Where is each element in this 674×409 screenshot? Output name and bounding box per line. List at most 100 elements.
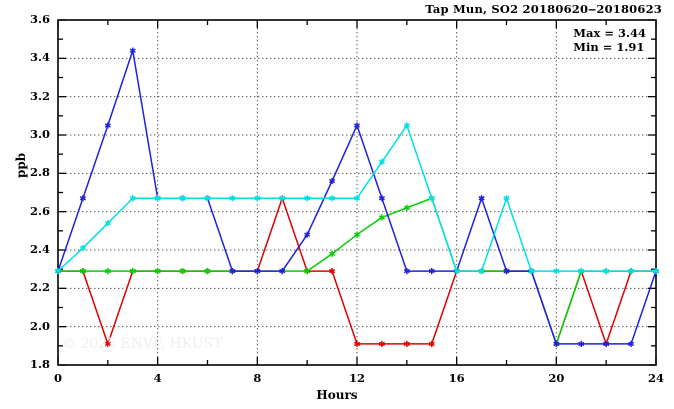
marker-stroke [453, 268, 460, 274]
y-tick-label: 2.6 [29, 203, 50, 218]
marker-stroke [628, 268, 635, 274]
data-point-marker [304, 195, 311, 202]
y-tick-label: 1.8 [29, 357, 50, 371]
marker-stroke [652, 268, 660, 274]
marker-stroke [503, 196, 510, 201]
data-point-marker [204, 195, 211, 202]
data-point-marker [378, 340, 385, 348]
y-tick-label: 2.8 [29, 165, 50, 180]
data-point-marker [428, 195, 435, 202]
x-tick-label: 12 [348, 371, 365, 385]
y-tick-label: 2.0 [29, 318, 50, 333]
data-point-marker [578, 267, 585, 275]
data-point-marker [403, 122, 410, 129]
data-point-marker [329, 195, 336, 202]
marker-stroke [428, 268, 435, 274]
data-point-marker [403, 267, 410, 275]
data-point-marker [204, 267, 211, 275]
data-point-marker [353, 195, 361, 202]
marker-stroke [79, 245, 86, 251]
y-tick-label: 3.6 [29, 12, 50, 26]
marker-stroke [378, 215, 385, 220]
marker-stroke [229, 196, 236, 201]
data-point-marker [478, 195, 485, 202]
marker-stroke [304, 268, 311, 274]
data-point-marker [104, 122, 111, 129]
marker-stroke [478, 268, 485, 274]
data-point-marker [428, 267, 435, 275]
data-point-marker [129, 195, 136, 202]
data-point-marker [329, 177, 336, 185]
marker-stroke [79, 196, 86, 201]
marker-stroke [503, 268, 510, 274]
data-point-marker [353, 122, 361, 129]
marker-stroke [279, 268, 286, 274]
data-point-marker [628, 267, 635, 275]
marker-stroke [353, 196, 361, 201]
marker-stroke [204, 268, 211, 274]
max-value-label: Max = 3.44 [573, 26, 646, 40]
data-point-marker [79, 195, 86, 202]
marker-stroke [403, 205, 410, 211]
x-tick-label: 0 [53, 371, 62, 385]
data-point-marker [453, 267, 460, 275]
marker-stroke [553, 268, 560, 274]
y-tick-label: 2.2 [29, 280, 50, 295]
marker-stroke [403, 268, 410, 274]
data-point-marker [179, 195, 186, 202]
data-point-marker [179, 267, 186, 275]
data-point-marker [79, 267, 86, 275]
marker-stroke [254, 268, 261, 274]
marker-stroke [279, 196, 286, 201]
marker-stroke [353, 123, 361, 128]
marker-stroke [154, 268, 161, 274]
marker-stroke [403, 123, 410, 128]
data-point-marker [503, 267, 510, 275]
data-point-marker [603, 340, 610, 348]
marker-stroke [179, 268, 186, 274]
marker-stroke [254, 196, 261, 201]
marker-stroke [104, 123, 111, 128]
data-point-marker [503, 195, 510, 202]
data-point-marker [104, 220, 111, 227]
data-point-marker [154, 267, 161, 275]
marker-stroke [129, 196, 136, 201]
marker-stroke [54, 268, 62, 274]
marker-stroke [428, 341, 435, 347]
minmax-annotation: Max = 3.44 Min = 1.91 [573, 26, 646, 54]
marker-stroke [578, 341, 585, 347]
marker-stroke [378, 341, 385, 347]
chart-title: Tap Mun, SO2 20180620‒20180623 [425, 2, 662, 16]
data-point-marker [279, 267, 286, 275]
marker-stroke [329, 196, 336, 201]
data-point-marker [378, 195, 385, 202]
marker-stroke [428, 196, 435, 201]
data-point-marker [79, 244, 86, 252]
data-point-marker [54, 267, 62, 275]
x-tick-label: 24 [647, 371, 664, 385]
data-point-marker [304, 231, 311, 238]
x-tick-label: 20 [548, 371, 565, 385]
marker-stroke [329, 251, 336, 257]
marker-stroke [179, 196, 186, 201]
marker-stroke [553, 341, 560, 347]
data-point-marker [279, 195, 286, 202]
data-point-marker [428, 340, 435, 348]
data-point-marker [104, 267, 111, 275]
x-tick-label: 8 [253, 371, 262, 385]
data-point-marker [378, 214, 385, 221]
data-point-marker [378, 158, 385, 165]
marker-stroke [154, 196, 161, 201]
marker-stroke [129, 268, 136, 274]
data-point-marker [603, 267, 610, 275]
min-value-label: Min = 1.91 [573, 40, 645, 54]
data-point-marker [154, 195, 161, 202]
marker-stroke [353, 232, 361, 237]
y-tick-label: 3.2 [29, 88, 50, 103]
data-point-marker [403, 204, 410, 211]
marker-stroke [229, 268, 236, 274]
x-axis-label: Hours [316, 388, 358, 402]
data-point-marker [329, 250, 336, 257]
data-point-marker [229, 195, 236, 202]
